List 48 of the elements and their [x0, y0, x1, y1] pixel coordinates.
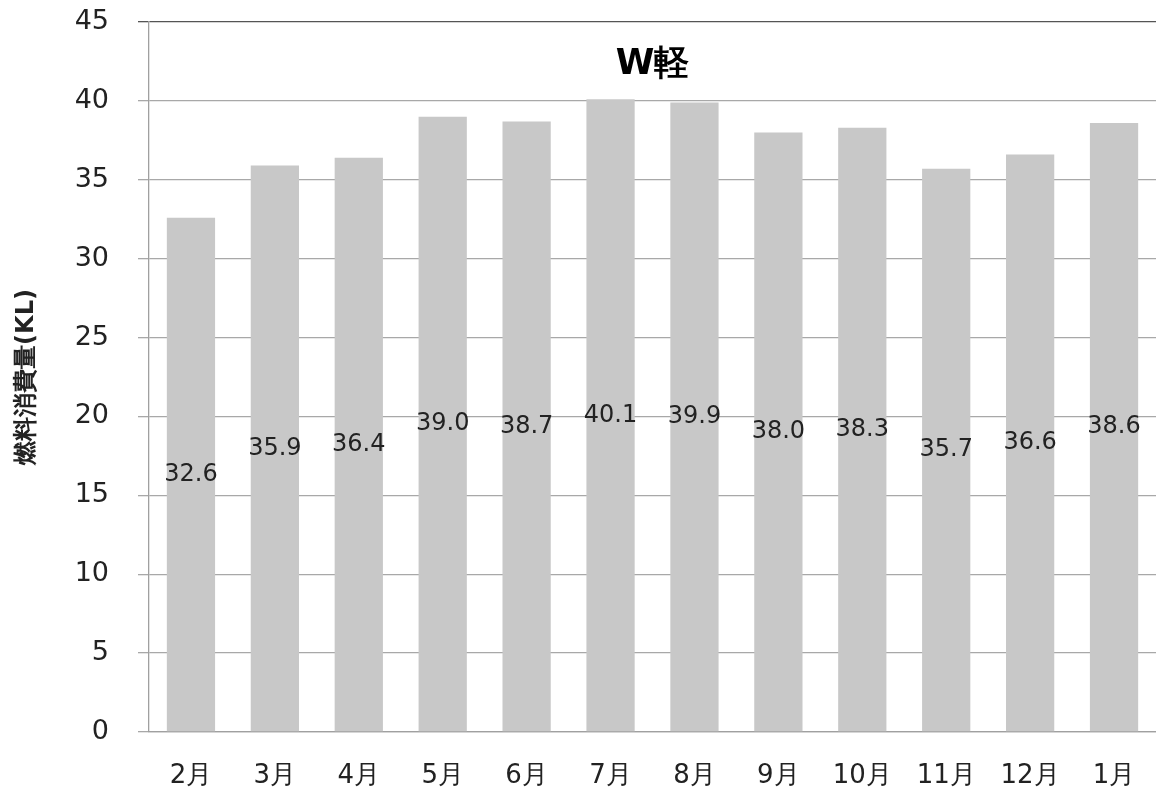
y-tick-label: 30 [74, 240, 109, 272]
bar [166, 217, 216, 732]
x-tick-label: 9月 [757, 759, 800, 787]
x-tick-label: 11月 [916, 759, 976, 787]
bar [586, 99, 635, 732]
x-tick-label: 8月 [673, 759, 716, 787]
data-label: 35.9 [248, 432, 302, 461]
y-tick-label: 20 [74, 398, 109, 430]
data-label: 39.9 [667, 401, 722, 430]
data-label: 40.1 [583, 399, 638, 428]
data-label: 38.0 [751, 416, 806, 445]
x-tick-label: 2月 [169, 759, 213, 787]
x-tick-label: 5月 [421, 759, 464, 787]
bar [754, 132, 803, 732]
bar [250, 165, 299, 732]
bar [1089, 122, 1139, 732]
data-label: 32.6 [164, 458, 218, 487]
bar [418, 116, 467, 732]
x-tick-label: 10月 [832, 759, 892, 787]
y-tick-label: 10 [74, 556, 109, 588]
x-tick-label: 7月 [589, 759, 632, 787]
text: W軽 [615, 42, 690, 83]
bar [922, 168, 971, 732]
y-axis-title: 燃料消費量(KL) [10, 289, 39, 466]
x-tick-label: 12月 [1000, 759, 1060, 787]
data-label: 38.6 [1087, 411, 1141, 440]
bar [1006, 154, 1055, 732]
y-tick-label: 35 [74, 161, 109, 193]
x-tick-label: 4月 [337, 759, 381, 787]
y-tick-label: 40 [74, 82, 109, 114]
data-label: 38.3 [835, 413, 890, 442]
data-label: 36.4 [332, 428, 386, 457]
bar [502, 121, 551, 732]
data-label: 39.0 [415, 408, 470, 437]
x-tick-label: 1月 [1092, 759, 1136, 787]
bar [334, 157, 383, 732]
bar [670, 102, 719, 732]
y-tick-label: 45 [74, 4, 109, 36]
y-tick-label: 5 [91, 635, 109, 667]
bar [838, 127, 887, 732]
y-tick-label: 0 [91, 714, 109, 746]
x-tick-label: 3月 [253, 759, 297, 787]
x-tick-label: 6月 [505, 759, 548, 787]
data-label: 35.7 [919, 434, 973, 463]
y-tick-label: 15 [74, 477, 109, 509]
data-label: 36.6 [1003, 427, 1057, 456]
data-label: 38.7 [499, 410, 554, 439]
y-tick-label: 25 [74, 319, 109, 351]
